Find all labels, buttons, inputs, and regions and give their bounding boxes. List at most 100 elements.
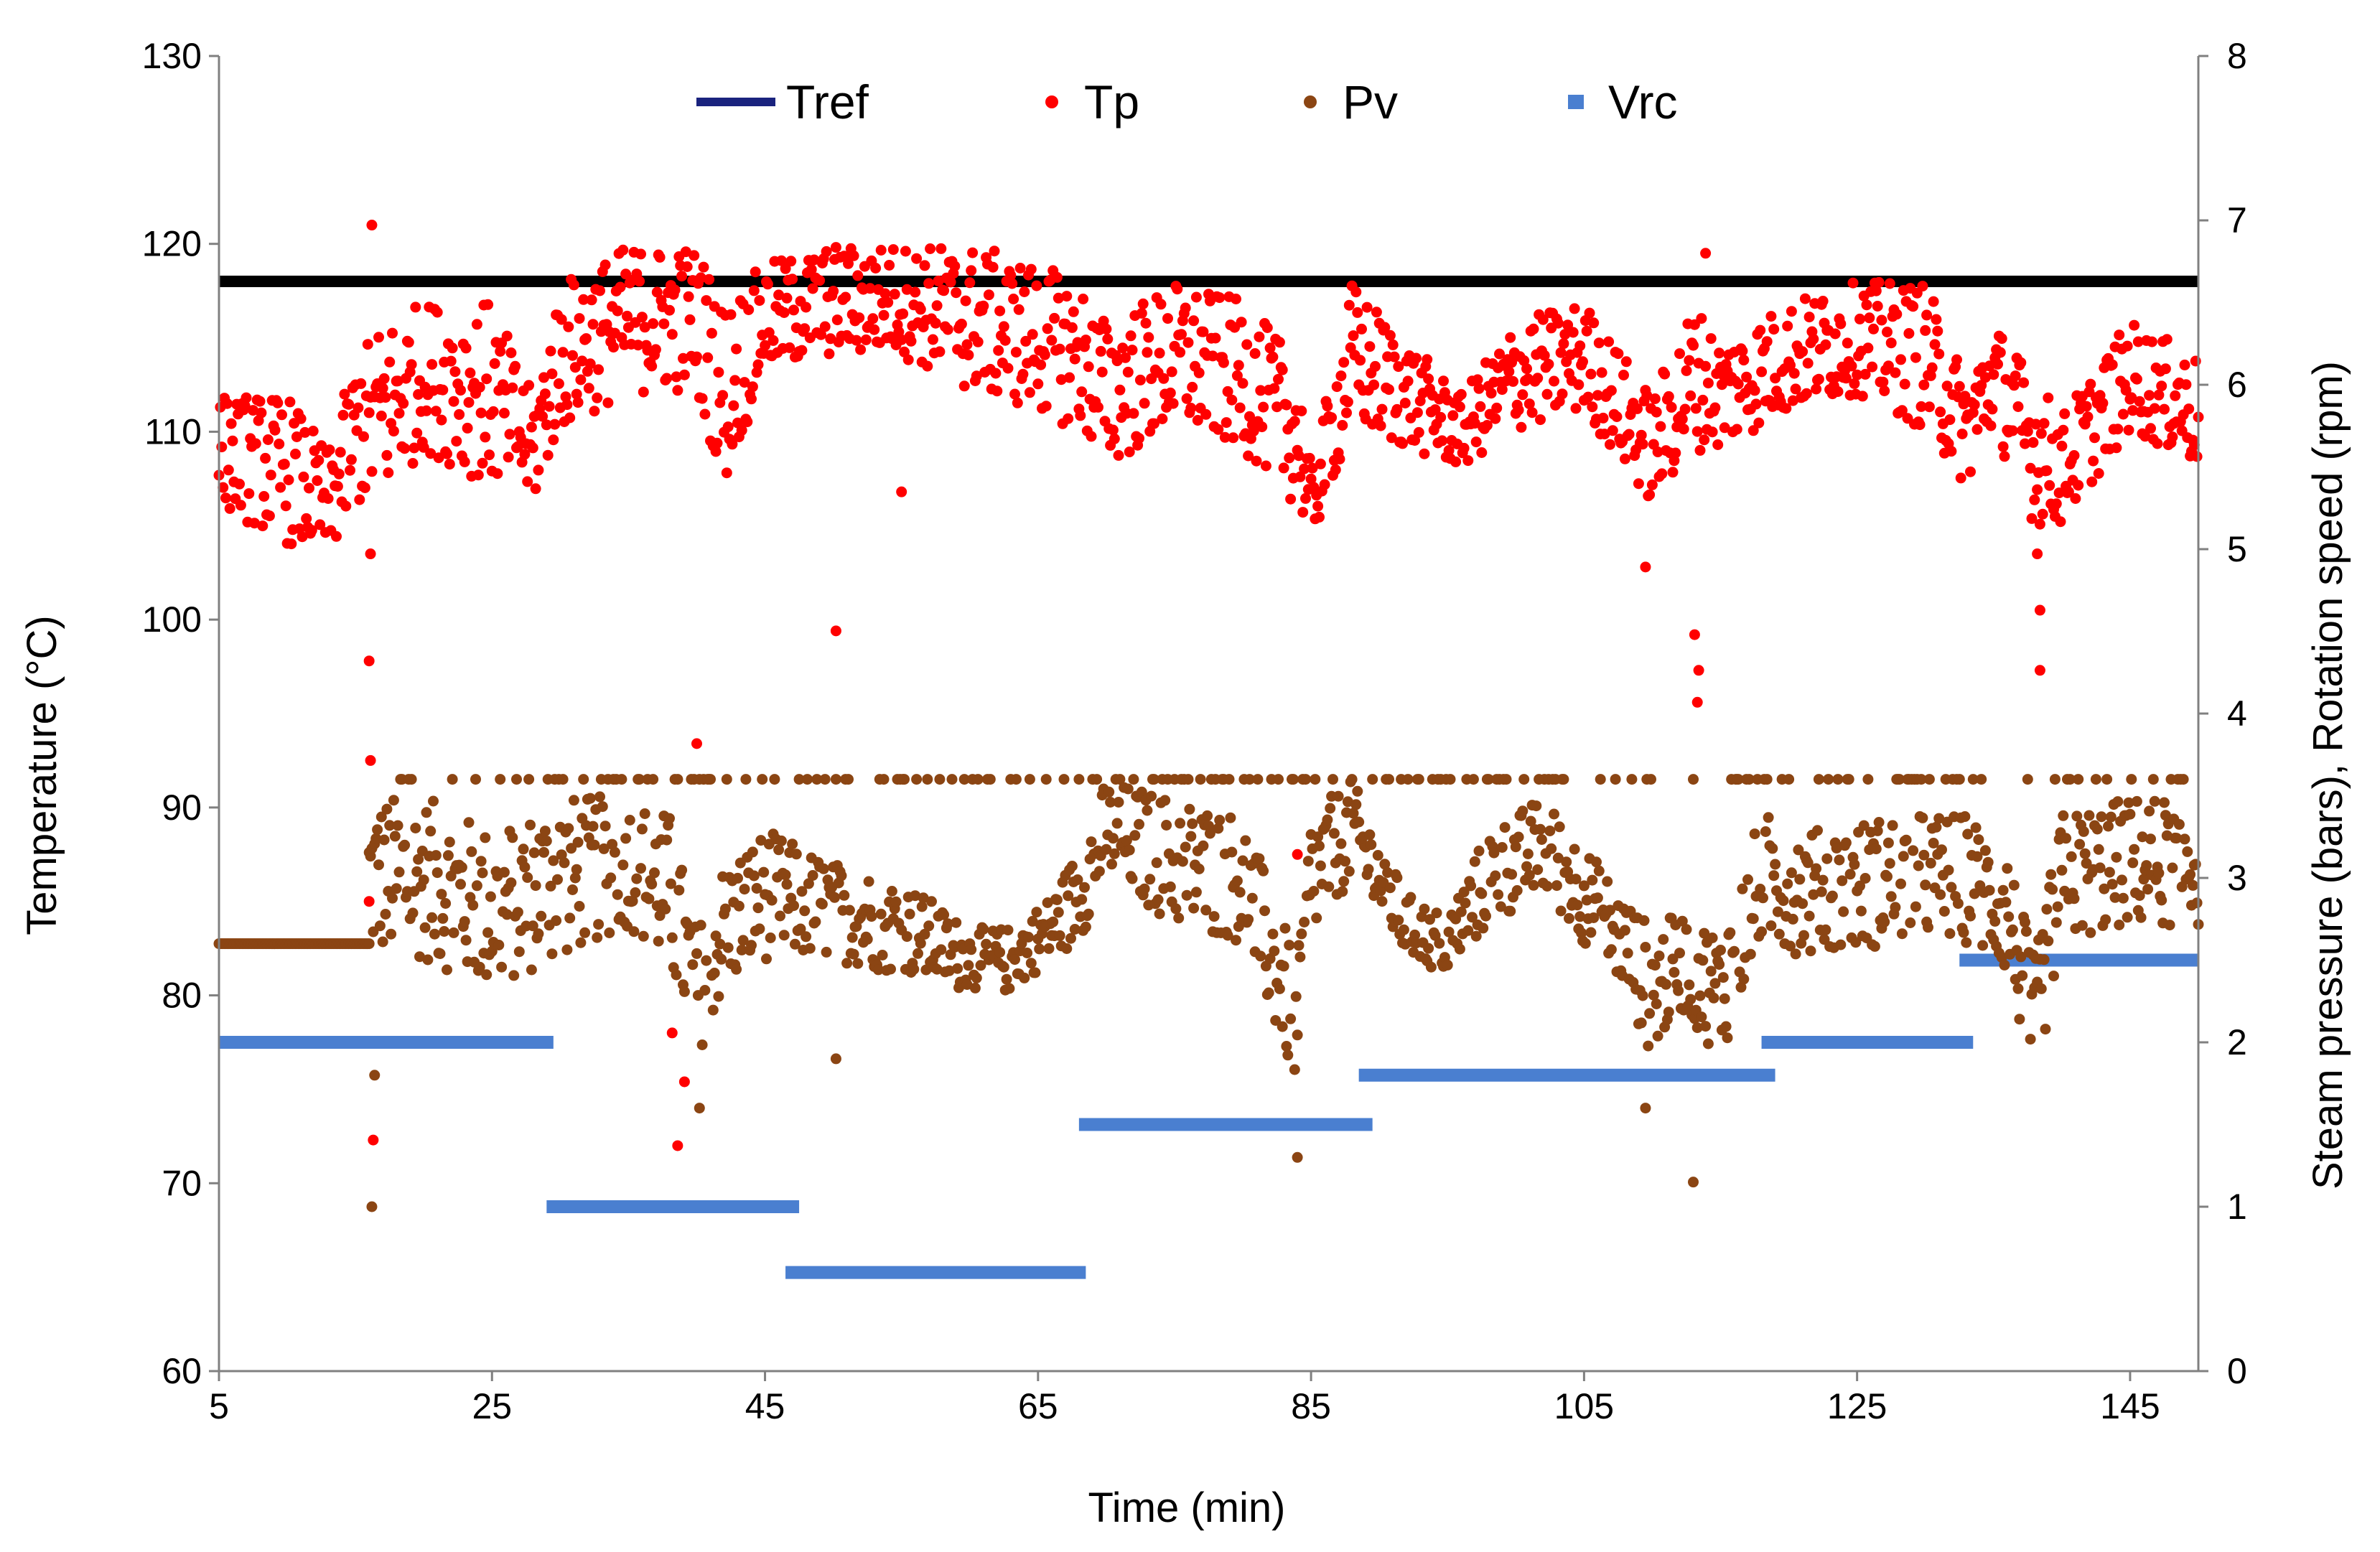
legend-swatch-pv [1304, 95, 1317, 108]
pv-point [592, 932, 603, 943]
tp-point [830, 242, 841, 253]
tp-point [1167, 398, 1179, 409]
pv-point [2081, 858, 2092, 869]
pv-point [1870, 843, 1882, 855]
tp-point [279, 459, 290, 469]
pv-point [1425, 961, 1437, 973]
tp-point [1832, 386, 1844, 397]
pv-point [636, 823, 648, 835]
tp-point [1637, 439, 1648, 450]
tp-point [354, 494, 365, 505]
tp-point [1861, 299, 1872, 311]
tp-point [925, 243, 936, 254]
tp-point [927, 334, 938, 345]
pv-point [765, 932, 776, 943]
tp-point [392, 375, 403, 387]
pv-point [1610, 774, 1621, 785]
tp-point [1956, 429, 1968, 439]
pv-point [1831, 842, 1842, 854]
pv-point [1348, 808, 1359, 819]
pv-point [2156, 894, 2167, 906]
pv-point [1083, 908, 1094, 920]
tp-point [256, 407, 267, 419]
pv-point [908, 963, 920, 975]
tp-point [1903, 328, 1915, 339]
tp-point [654, 251, 666, 263]
pv-point [1896, 928, 1908, 940]
pv-point [1811, 863, 1822, 874]
pv-point [1782, 878, 1793, 889]
tp-point [1158, 373, 1170, 384]
pv-point [721, 774, 732, 785]
pv-point [1517, 805, 1529, 817]
pv-point [1790, 948, 1801, 960]
tp-point [1697, 394, 1709, 406]
pv-point [1443, 926, 1455, 938]
tp-point [1528, 323, 1539, 335]
tp-point [2144, 390, 2155, 401]
pv-point [872, 964, 884, 976]
pv-point [758, 866, 770, 878]
y-left-tick-label: 80 [162, 976, 202, 1016]
pv-point [1910, 901, 1921, 912]
tp-point [1829, 328, 1841, 340]
pv-point [2187, 879, 2198, 891]
pv-point [1002, 925, 1014, 936]
tp-point [1646, 479, 1658, 490]
tp-point [695, 272, 706, 284]
tp-point [725, 309, 737, 320]
tp-point [622, 310, 633, 322]
pv-point [733, 900, 745, 912]
pv-point [660, 903, 671, 915]
tp-point [569, 362, 581, 373]
pv-point [406, 774, 417, 785]
tp-point [1787, 395, 1798, 406]
tp-point [672, 385, 683, 396]
tp-point [380, 392, 391, 403]
pv-point [1366, 839, 1377, 851]
tp-point [1532, 373, 1544, 384]
pv-point [1121, 835, 1132, 846]
pv-point [530, 880, 541, 892]
pv-point [807, 870, 818, 881]
tp-point [248, 518, 260, 529]
pv-point [2008, 879, 2020, 891]
tp-point [1876, 314, 1887, 326]
pv-point [1393, 915, 1404, 926]
tp-point [746, 393, 757, 405]
tp-point [1521, 363, 1532, 375]
tp-point [459, 456, 470, 467]
tp-point [487, 406, 499, 417]
pv-point [710, 930, 722, 942]
tp-point [1899, 378, 1910, 390]
pv-point [485, 891, 496, 902]
pv-point [818, 863, 829, 874]
tp-point [1867, 361, 1878, 373]
tp-point [324, 444, 335, 456]
tp-point [1613, 348, 1624, 360]
tp-point [472, 469, 484, 481]
tp-point [1846, 360, 1857, 372]
pv-point [1281, 1041, 1292, 1052]
tp-point [1075, 410, 1086, 421]
tp-point [1397, 438, 1408, 449]
pv-point [463, 817, 475, 828]
pv-point [539, 826, 551, 837]
tp-point [537, 411, 549, 422]
tp-point [593, 364, 605, 375]
tp-point [563, 321, 574, 332]
tp-point [747, 381, 758, 393]
tp-point [661, 373, 673, 384]
pv-point [1107, 833, 1119, 844]
pv-point [1858, 820, 1870, 831]
tp-point [545, 345, 556, 357]
tp-point [1747, 425, 1759, 436]
tp-point [2106, 359, 2118, 370]
tp-point [930, 317, 941, 329]
pv-point [795, 923, 806, 935]
tp-point [1985, 420, 1997, 431]
pv-point [1124, 844, 1135, 856]
pv-point [2015, 951, 2027, 963]
pv-point [1367, 774, 1378, 785]
tp-point [1872, 301, 1883, 312]
